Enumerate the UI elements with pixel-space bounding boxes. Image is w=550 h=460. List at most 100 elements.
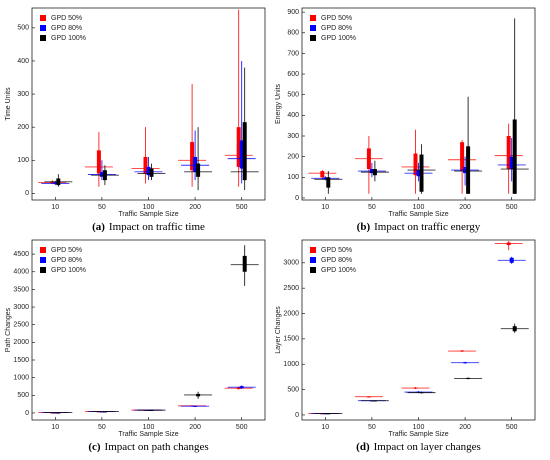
x-tick-label: 500 [506, 204, 518, 211]
x-tick-label: 200 [459, 424, 471, 431]
legend-swatch [310, 25, 316, 31]
legend-swatch [40, 35, 46, 41]
box [320, 171, 325, 178]
x-tick-label: 100 [143, 424, 155, 431]
caption-text: Impact on layer changes [374, 441, 481, 453]
y-tick-label: 1000 [283, 361, 299, 368]
y-tick-label: 3500 [13, 286, 29, 293]
legend-label: GPD 50% [321, 15, 352, 22]
box [466, 146, 471, 194]
caption-label: (b) [357, 221, 371, 233]
y-tick-label: 600 [287, 71, 299, 78]
box [512, 119, 517, 194]
x-axis-label: Traffic Sample Size [118, 431, 178, 438]
box [460, 142, 465, 172]
x-tick-label: 100 [413, 204, 425, 211]
box [326, 177, 331, 188]
legend-swatch [40, 247, 46, 253]
legend-swatch [310, 15, 316, 21]
y-axis-label: Layer Changes [275, 306, 282, 354]
y-axis-label: Path Changes [5, 307, 12, 352]
legend-label: GPD 100% [321, 267, 356, 274]
box [242, 122, 247, 181]
legend-swatch [40, 257, 46, 263]
box [413, 153, 418, 176]
box [239, 140, 244, 169]
y-tick-label: 500 [17, 25, 29, 32]
x-tick-label: 200 [189, 204, 201, 211]
y-tick-label: 1000 [13, 374, 29, 381]
x-tick-label: 500 [236, 424, 248, 431]
legend-label: GPD 80% [321, 257, 352, 264]
box [50, 412, 55, 414]
caption-label: (a) [92, 221, 105, 233]
y-tick-label: 100 [17, 157, 29, 164]
y-tick-label: 4000 [13, 269, 29, 276]
y-tick-label: 2500 [283, 285, 299, 292]
x-tick-label: 10 [51, 424, 59, 431]
y-tick-label: 1500 [13, 357, 29, 364]
y-tick-label: 100 [287, 174, 299, 181]
y-tick-label: 0 [25, 190, 29, 197]
x-tick-label: 10 [51, 204, 59, 211]
y-tick-label: 900 [287, 9, 299, 16]
x-tick-label: 100 [143, 204, 155, 211]
box [193, 156, 198, 172]
x-tick-label: 50 [368, 424, 376, 431]
x-axis-label: Traffic Sample Size [118, 211, 178, 218]
legend-swatch [310, 267, 316, 273]
x-tick-label: 200 [189, 424, 201, 431]
legend-label: GPD 100% [51, 267, 86, 274]
legend-label: GPD 80% [51, 257, 82, 264]
box [53, 412, 58, 414]
y-tick-label: 0 [25, 410, 29, 417]
box [242, 255, 247, 272]
box [196, 163, 201, 177]
y-tick-label: 500 [287, 386, 299, 393]
x-tick-label: 100 [413, 424, 425, 431]
x-tick-label: 500 [506, 424, 518, 431]
legend-label: GPD 50% [51, 15, 82, 22]
legend-label: GPD 80% [51, 25, 82, 32]
caption-text: Impact on traffic time [109, 221, 205, 233]
caption-label: (c) [88, 441, 101, 453]
caption-text: Impact on traffic energy [374, 221, 481, 233]
box [149, 168, 154, 177]
y-tick-label: 1500 [283, 336, 299, 343]
y-tick-label: 3000 [283, 260, 299, 267]
box [506, 136, 511, 170]
x-tick-label: 200 [459, 204, 471, 211]
box [190, 142, 195, 171]
legend-swatch [310, 257, 316, 263]
caption-text: Impact on path changes [105, 441, 209, 453]
box [96, 150, 101, 174]
x-tick-label: 10 [321, 204, 329, 211]
y-tick-label: 500 [287, 92, 299, 99]
box [236, 127, 241, 167]
legend-swatch [40, 25, 46, 31]
caption: (d) Impact on layer changes [356, 441, 481, 453]
y-tick-label: 2000 [283, 310, 299, 317]
y-tick-label: 400 [287, 112, 299, 119]
y-tick-label: 500 [17, 392, 29, 399]
x-tick-label: 10 [321, 424, 329, 431]
y-tick-label: 200 [287, 153, 299, 160]
y-tick-label: 200 [17, 124, 29, 131]
legend-label: GPD 50% [51, 247, 82, 254]
y-axis-label: Time Units [5, 87, 12, 121]
y-tick-label: 2000 [13, 339, 29, 346]
y-tick-label: 0 [295, 195, 299, 202]
box [143, 156, 148, 174]
x-tick-label: 50 [98, 204, 106, 211]
caption: (a) Impact on traffic time [92, 221, 205, 233]
box [509, 156, 514, 170]
y-axis-label: Energy Units [275, 83, 282, 124]
legend-label: GPD 100% [321, 35, 356, 42]
legend-swatch [40, 267, 46, 273]
legend-label: GPD 50% [321, 247, 352, 254]
x-tick-label: 50 [368, 204, 376, 211]
y-tick-label: 3000 [13, 304, 29, 311]
y-tick-label: 300 [287, 133, 299, 140]
y-tick-label: 400 [17, 58, 29, 65]
legend-label: GPD 100% [51, 35, 86, 42]
